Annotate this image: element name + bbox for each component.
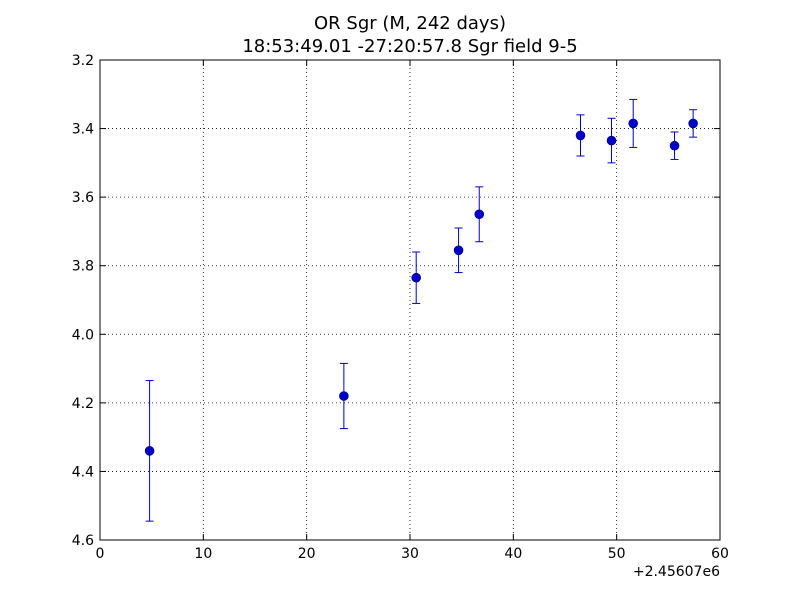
x-tick-label: 40 bbox=[504, 546, 522, 562]
y-tick-label: 4.6 bbox=[72, 533, 94, 549]
x-tick-label: 30 bbox=[401, 546, 419, 562]
data-point bbox=[606, 135, 617, 146]
data-point bbox=[453, 245, 464, 256]
y-tick-label: 4.4 bbox=[72, 464, 94, 480]
chart-title: OR Sgr (M, 242 days) bbox=[314, 13, 506, 34]
y-tick-label: 4.2 bbox=[72, 396, 94, 412]
x-tick-label: 60 bbox=[711, 546, 729, 562]
data-point bbox=[688, 118, 698, 129]
x-tick-label: 10 bbox=[194, 546, 212, 562]
x-tick-label: 20 bbox=[298, 546, 316, 562]
y-tick-label: 3.6 bbox=[72, 190, 94, 206]
x-tick-label: 50 bbox=[608, 546, 626, 562]
y-axis-tick-labels: 3.2 3.4 3.6 3.8 4.0 4.2 4.4 4.6 bbox=[72, 53, 94, 549]
y-tick-label: 4.0 bbox=[72, 327, 94, 343]
axis-ticks bbox=[99, 59, 721, 541]
data-point bbox=[474, 209, 485, 220]
x-offset-label: +2.45607e6 bbox=[633, 564, 720, 580]
y-tick-label: 3.8 bbox=[72, 259, 94, 275]
data-point bbox=[575, 130, 586, 141]
chart-subtitle: 18:53:49.01 -27:20:57.8 Sgr field 9-5 bbox=[242, 36, 577, 57]
data-point bbox=[144, 446, 155, 456]
y-tick-label: 3.2 bbox=[72, 53, 94, 69]
grid bbox=[100, 60, 720, 540]
x-axis-tick-labels: 0 10 20 30 40 50 60 bbox=[96, 546, 729, 562]
y-tick-label: 3.4 bbox=[72, 122, 94, 138]
data-series bbox=[144, 98, 698, 522]
x-tick-label: 0 bbox=[96, 546, 105, 562]
data-point bbox=[628, 118, 639, 129]
data-point bbox=[339, 391, 349, 401]
data-point bbox=[411, 272, 422, 283]
data-point bbox=[669, 140, 680, 151]
